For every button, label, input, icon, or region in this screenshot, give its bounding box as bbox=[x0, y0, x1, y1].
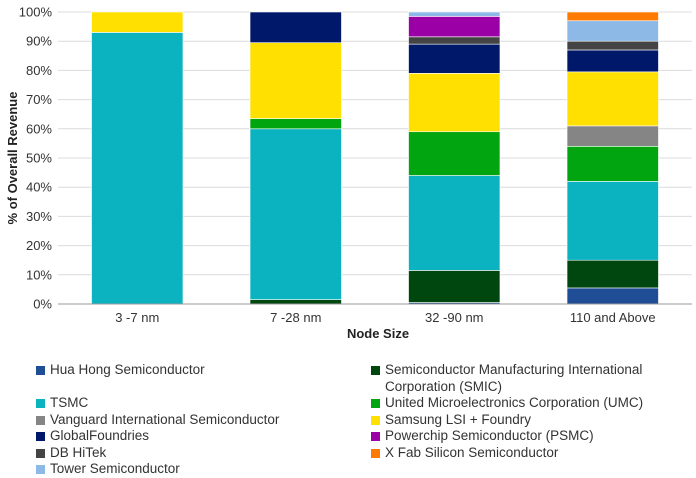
bar-segment-0-2 bbox=[91, 32, 184, 305]
legend-label: Powerchip Semiconductor (PSMC) bbox=[385, 428, 594, 443]
legend-label: DB HiTek bbox=[50, 444, 107, 460]
bar-segment-3-2 bbox=[566, 181, 659, 261]
x-tick-labels: 3 -7 nm 7 -28 nm 32 -90 nm 110 and Above bbox=[115, 310, 655, 325]
bar-segment-1-6 bbox=[249, 11, 342, 43]
x-tick-label: 7 -28 nm bbox=[270, 310, 321, 325]
legend-smic: Semiconductor Manufacturing Internationa… bbox=[371, 362, 686, 395]
bar-segment-3-6 bbox=[566, 49, 659, 73]
stacked-bar-chart: 0% 10% 20% 30% 40% 50% 60% 70% 80% 90% 100% 3 -7 n… bbox=[5, 5, 692, 341]
bar-segment-2-9 bbox=[408, 11, 501, 17]
bar-segment-3-7 bbox=[566, 40, 659, 51]
bar-segment-2-8 bbox=[408, 16, 501, 38]
y-tick-label: 80% bbox=[26, 63, 52, 78]
y-tick-label: 50% bbox=[26, 151, 52, 166]
y-tick-label: 0% bbox=[33, 297, 52, 312]
x-axis-title: Node Size bbox=[347, 326, 409, 341]
bar-segment-2-2 bbox=[408, 175, 501, 271]
legend-label: Vanguard International Semiconductor bbox=[50, 411, 280, 427]
bar-segment-2-3 bbox=[408, 131, 501, 176]
legend-label: Samsung LSI + Foundry bbox=[385, 411, 531, 427]
legend-swatch bbox=[36, 399, 45, 408]
y-tick-label: 60% bbox=[26, 121, 52, 136]
x-tick-label: 110 and Above bbox=[570, 310, 656, 325]
legend-swatch bbox=[36, 448, 45, 458]
legend-vanguard: Vanguard International Semiconductor bbox=[36, 412, 371, 429]
y-tick-label: 10% bbox=[26, 267, 52, 282]
bar-segment-1-1 bbox=[249, 299, 342, 305]
bars bbox=[91, 11, 659, 305]
legend-swatch bbox=[371, 448, 380, 458]
legend-label: TSMC bbox=[50, 395, 89, 410]
legend-swatch bbox=[36, 432, 45, 441]
legend-swatch bbox=[371, 432, 380, 441]
bar-segment-1-2 bbox=[249, 128, 342, 300]
x-tick-label: 32 -90 nm bbox=[425, 310, 484, 325]
bar-segment-0-5 bbox=[91, 11, 184, 33]
bar-segment-3-10 bbox=[566, 11, 659, 22]
y-tick-label: 40% bbox=[26, 180, 52, 195]
y-tick-label: 70% bbox=[26, 92, 52, 107]
legend-hua-hong: Hua Hong Semiconductor bbox=[36, 362, 371, 395]
bar-segment-2-6 bbox=[408, 43, 501, 74]
legend-swatch bbox=[36, 415, 45, 425]
legend-tower: Tower Semiconductor bbox=[36, 461, 371, 478]
legend-label: Hua Hong Semiconductor bbox=[50, 362, 205, 377]
legend-umc: United Microelectronics Corporation (UMC… bbox=[371, 395, 686, 412]
y-tick-labels: 0% 10% 20% 30% 40% 50% 60% 70% 80% 90% 100% bbox=[19, 5, 53, 312]
y-tick-label: 100% bbox=[19, 5, 53, 20]
legend-label: GlobalFoundries bbox=[50, 428, 150, 443]
legend-swatch bbox=[371, 415, 380, 425]
legend-samsung: Samsung LSI + Foundry bbox=[371, 412, 686, 429]
y-tick-label: 30% bbox=[26, 209, 52, 224]
bar-segment-3-0 bbox=[566, 287, 659, 305]
legend: Hua Hong Semiconductor Semiconductor Manu… bbox=[36, 362, 686, 478]
legend-label: United Microelectronics Corporation (UMC… bbox=[385, 395, 644, 410]
bar-segment-1-3 bbox=[249, 118, 342, 130]
legend-swatch bbox=[36, 465, 45, 474]
bar-segment-1-5 bbox=[249, 42, 342, 119]
legend-psmc: Powerchip Semiconductor (PSMC) bbox=[371, 428, 686, 445]
legend-swatch bbox=[371, 366, 380, 375]
x-tick-label: 3 -7 nm bbox=[115, 310, 159, 325]
legend-db-hitek: DB HiTek bbox=[36, 445, 371, 462]
bar-segment-3-3 bbox=[566, 146, 659, 182]
bar-segment-3-9 bbox=[566, 20, 659, 42]
bar-segment-2-7 bbox=[408, 36, 501, 45]
legend-label: X Fab Silicon Semiconductor bbox=[385, 444, 559, 460]
legend-tsmc: TSMC bbox=[36, 395, 371, 412]
bar-segment-3-5 bbox=[566, 71, 659, 127]
y-tick-label: 90% bbox=[26, 34, 52, 49]
bar-segment-2-5 bbox=[408, 73, 501, 133]
bar-segment-2-1 bbox=[408, 270, 501, 303]
legend-label: Tower Semiconductor bbox=[50, 461, 180, 476]
bar-segment-3-1 bbox=[566, 259, 659, 289]
legend-xfab: X Fab Silicon Semiconductor bbox=[371, 445, 686, 462]
legend-swatch bbox=[36, 366, 45, 375]
bar-segment-3-4 bbox=[566, 125, 659, 147]
legend-swatch bbox=[371, 399, 380, 408]
legend-label: Semiconductor Manufacturing Internationa… bbox=[385, 362, 643, 394]
legend-globalfoundries: GlobalFoundries bbox=[36, 428, 371, 445]
y-tick-label: 20% bbox=[26, 238, 52, 253]
y-axis-title: % of Overall Revenue bbox=[5, 92, 20, 225]
